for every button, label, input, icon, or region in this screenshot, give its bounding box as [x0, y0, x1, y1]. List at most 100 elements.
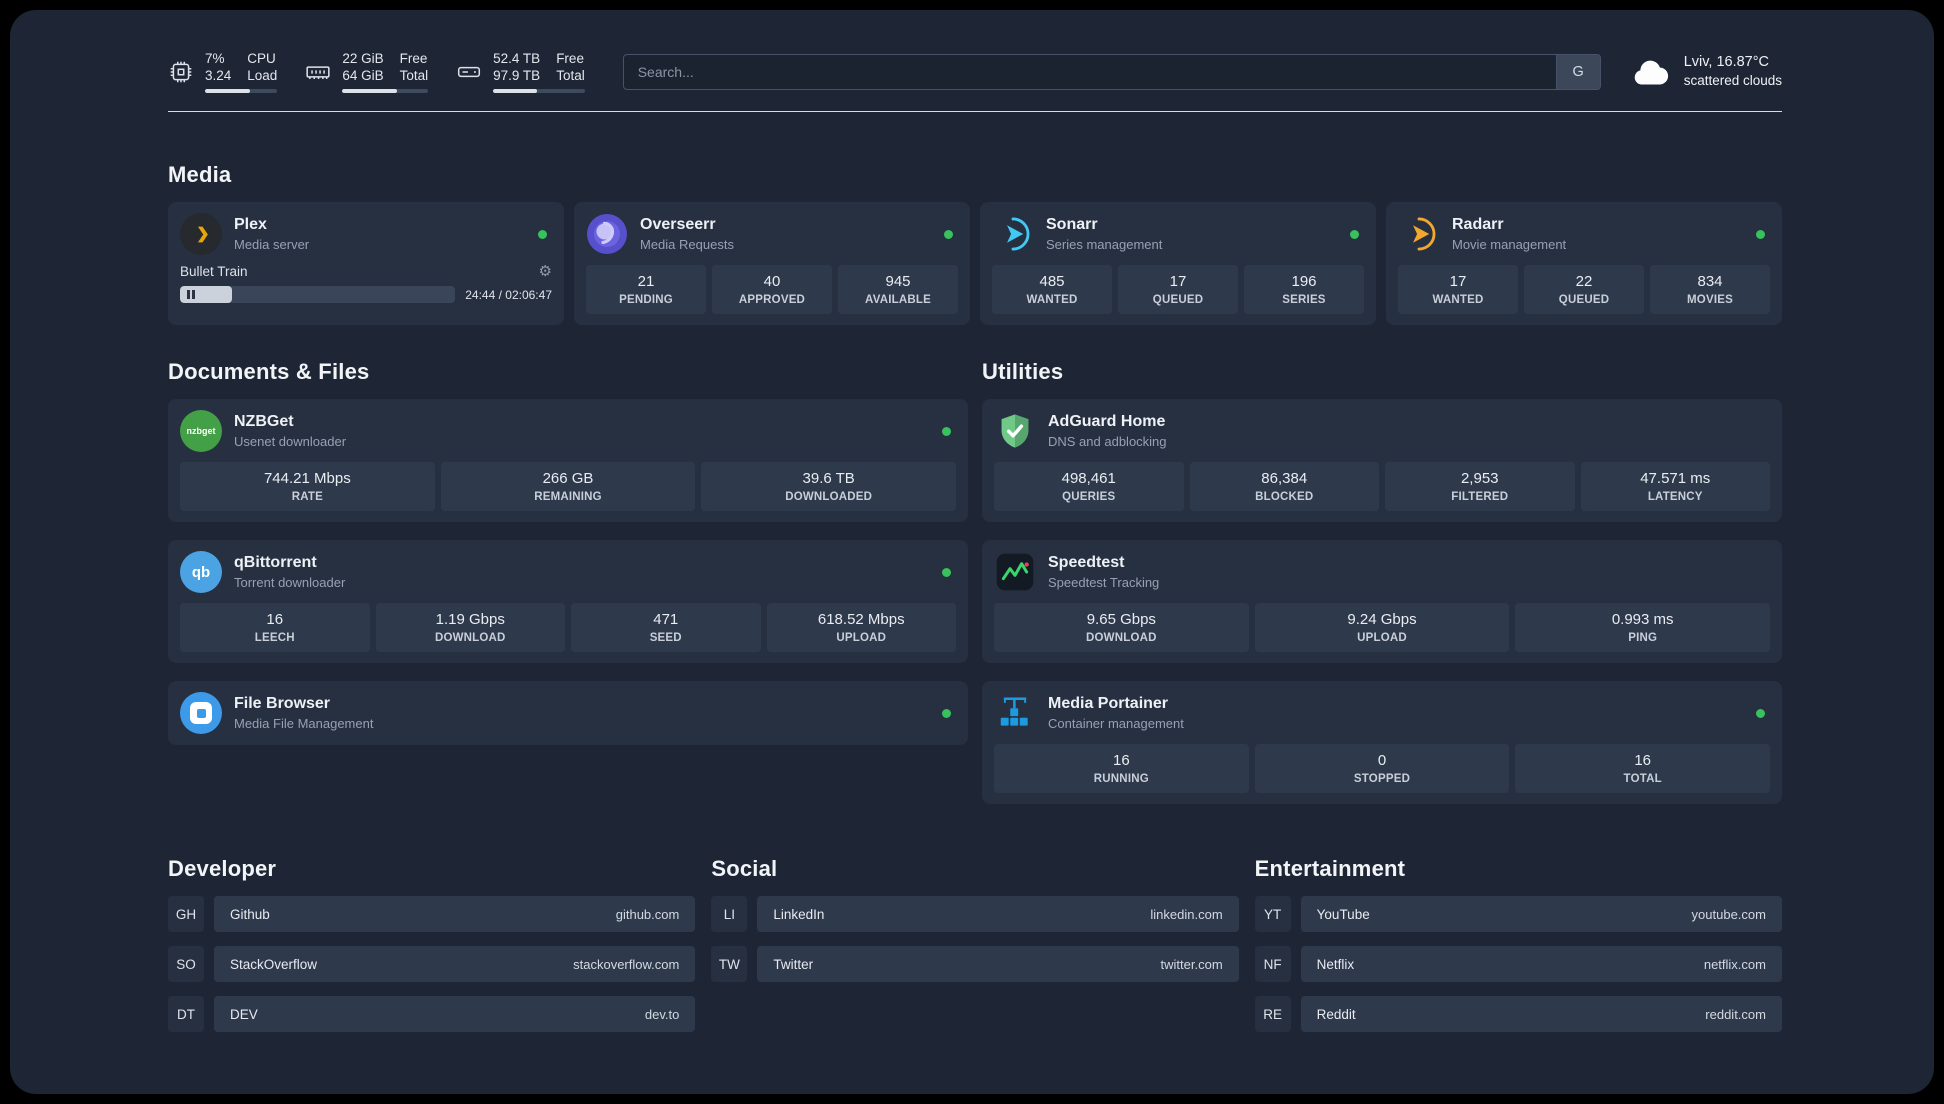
- stat-label: WANTED: [1026, 294, 1078, 306]
- link-name: StackOverflow: [230, 956, 318, 972]
- nzbget-icon-text: nzbget: [186, 426, 216, 436]
- plex-card[interactable]: Plex Media server Bullet Train ⚙: [168, 202, 564, 325]
- stat-label: DOWNLOAD: [1086, 632, 1157, 644]
- top-bar: 7% 3.24 CPU Load: [168, 50, 1782, 93]
- stat-movies: 834 MOVIES: [1650, 265, 1770, 314]
- stat-label: APPROVED: [738, 294, 806, 306]
- weather-location: Lviv, 16.87°C: [1683, 54, 1770, 70]
- youtube-icon[interactable]: YT: [1254, 896, 1291, 932]
- youtube-link[interactable]: YouTube youtube.com: [1300, 896, 1782, 932]
- github-icon[interactable]: GH: [168, 896, 204, 932]
- sonarr-card[interactable]: Sonarr Series management 485 WANTED 17 Q…: [980, 202, 1376, 325]
- radarr-card[interactable]: Radarr Movie management 17 WANTED 22 QUE…: [1386, 202, 1782, 325]
- search-engine-button[interactable]: G: [1555, 54, 1600, 89]
- stat-upload: 9.24 Gbps UPLOAD: [1254, 603, 1510, 652]
- stat-label: REMAINING: [534, 491, 602, 503]
- stat-label: LEECH: [254, 632, 295, 644]
- qbittorrent-icon: qb: [180, 551, 222, 593]
- stat-pending: 21 PENDING: [586, 265, 706, 314]
- speedtest-card[interactable]: Speedtest Speedtest Tracking 9.65 Gbps D…: [982, 540, 1782, 663]
- reddit-icon[interactable]: RE: [1254, 996, 1291, 1032]
- link-name: Reddit: [1316, 1006, 1356, 1022]
- app-subtitle: Container management: [1048, 716, 1184, 731]
- app-name: NZBGet: [234, 413, 294, 430]
- dev-link[interactable]: DEV dev.to: [214, 996, 696, 1032]
- twitter-icon[interactable]: TW: [711, 946, 748, 982]
- weather-condition: scattered clouds: [1683, 73, 1782, 88]
- stat-value: 0: [1377, 752, 1387, 769]
- qbittorrent-card[interactable]: qb qBittorrent Torrent downloader 16 LEE…: [168, 540, 968, 663]
- stat-seed: 471 SEED: [571, 603, 761, 652]
- overseerr-icon: [586, 213, 628, 255]
- netflix-link[interactable]: Netflix netflix.com: [1300, 946, 1782, 982]
- stat-running: 16 RUNNING: [994, 744, 1249, 793]
- status-dot: [1756, 708, 1765, 718]
- link-name: LinkedIn: [773, 906, 825, 922]
- status-dot: [942, 567, 951, 577]
- pause-icon[interactable]: [187, 290, 195, 299]
- disk-widget: 52.4 TB 97.9 TB Free Total: [456, 50, 585, 93]
- overseerr-card[interactable]: Overseerr Media Requests 21 PENDING 40 A…: [574, 202, 970, 325]
- portainer-card[interactable]: Media Portainer Container management 16 …: [982, 681, 1782, 804]
- stat-series: 196 SERIES: [1244, 265, 1364, 314]
- linkedin-icon[interactable]: LI: [711, 896, 748, 932]
- stat-label: PENDING: [619, 294, 673, 306]
- disk-meter-fill: [493, 89, 538, 93]
- entertainment-section-title: Entertainment: [1254, 856, 1406, 881]
- disk-total-label: Total: [556, 68, 585, 83]
- stat-value: 1.19 Gbps: [435, 611, 505, 628]
- reddit-link[interactable]: Reddit reddit.com: [1300, 996, 1782, 1032]
- ram-total-label: Total: [399, 68, 429, 83]
- app-subtitle: Torrent downloader: [234, 575, 346, 590]
- cpu-widget: 7% 3.24 CPU Load: [168, 50, 278, 93]
- github-link[interactable]: Github github.com: [214, 896, 696, 932]
- stackoverflow-icon[interactable]: SO: [168, 946, 204, 982]
- stat-blocked: 86,384 BLOCKED: [1189, 462, 1379, 511]
- link-reddit: RE Reddit reddit.com: [1254, 996, 1782, 1032]
- dashboard-screen: 7% 3.24 CPU Load: [10, 10, 1934, 1094]
- dev-icon[interactable]: DT: [168, 996, 204, 1032]
- stackoverflow-link[interactable]: StackOverflow stackoverflow.com: [214, 946, 696, 982]
- filebrowser-icon: [180, 692, 222, 734]
- gear-icon[interactable]: ⚙: [538, 263, 552, 280]
- link-url: github.com: [615, 906, 680, 922]
- playback-progress-bar[interactable]: [180, 286, 456, 303]
- search-input[interactable]: [622, 53, 1601, 90]
- speedtest-chart-icon: [994, 551, 1036, 593]
- link-url: dev.to: [644, 1006, 680, 1022]
- filebrowser-card[interactable]: File Browser Media File Management: [168, 681, 968, 745]
- stat-value: 498,461: [1061, 470, 1116, 487]
- linkedin-link[interactable]: LinkedIn linkedin.com: [757, 896, 1239, 932]
- app-subtitle: Media server: [234, 237, 310, 252]
- stat-label: UPLOAD: [1357, 632, 1407, 644]
- stat-download: 1.19 Gbps DOWNLOAD: [375, 603, 565, 652]
- sonarr-icon: [992, 213, 1034, 255]
- cpu-load-value: 3.24: [205, 68, 232, 83]
- section-utilities: Utilities: [982, 359, 1782, 804]
- stat-rate: 744.21 Mbps RATE: [180, 462, 435, 511]
- disk-total-value: 97.9 TB: [493, 68, 541, 83]
- app-name: AdGuard Home: [1048, 413, 1166, 430]
- link-url: youtube.com: [1691, 906, 1766, 922]
- stat-value: 86,384: [1261, 470, 1308, 487]
- section-entertainment: Entertainment YT YouTube youtube.com NF …: [1254, 856, 1782, 1046]
- playback-progress-fill: [180, 286, 233, 303]
- netflix-icon[interactable]: NF: [1254, 946, 1291, 982]
- nzbget-card[interactable]: nzbget NZBGet Usenet downloader 744.21 M…: [168, 399, 968, 522]
- ram-free-value: 22 GiB: [342, 51, 384, 66]
- app-name: Plex: [234, 216, 267, 233]
- stat-approved: 40 APPROVED: [712, 265, 832, 314]
- stat-value: 40: [763, 273, 781, 290]
- link-name: YouTube: [1316, 906, 1370, 922]
- stat-label: LATENCY: [1647, 491, 1703, 503]
- stat-label: SEED: [649, 632, 682, 644]
- stat-stopped: 0 STOPPED: [1254, 744, 1510, 793]
- adguard-card[interactable]: AdGuard Home DNS and adblocking 498,461 …: [982, 399, 1782, 522]
- twitter-link[interactable]: Twitter twitter.com: [757, 946, 1239, 982]
- stat-label: FILTERED: [1451, 491, 1509, 503]
- app-subtitle: Usenet downloader: [234, 434, 347, 449]
- app-subtitle: Movie management: [1452, 237, 1567, 252]
- section-social: Social LI LinkedIn linkedin.com TW Twitt…: [711, 856, 1239, 1046]
- stat-available: 945 AVAILABLE: [838, 265, 958, 314]
- stat-download: 9.65 Gbps DOWNLOAD: [994, 603, 1249, 652]
